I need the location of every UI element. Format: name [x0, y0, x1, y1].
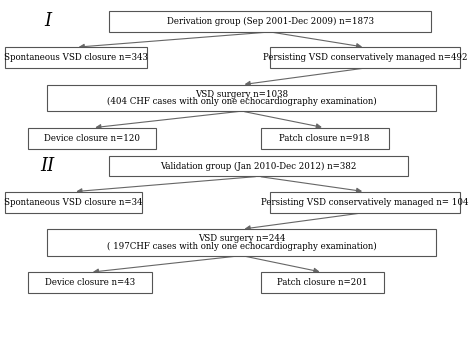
Text: Spontaneous VSD closure n=343: Spontaneous VSD closure n=343 [4, 53, 148, 62]
Bar [47, 85, 436, 111]
Bar [5, 192, 142, 213]
Text: Device closure n=43: Device closure n=43 [45, 278, 135, 287]
Text: VSD surgery n=244: VSD surgery n=244 [198, 234, 285, 243]
Bar [270, 47, 460, 68]
Bar [109, 11, 431, 32]
Text: Persisting VSD conservatively managed n= 104: Persisting VSD conservatively managed n=… [261, 198, 469, 207]
Bar [28, 128, 156, 149]
Bar [5, 47, 147, 68]
Text: Validation group (Jan 2010-Dec 2012) n=382: Validation group (Jan 2010-Dec 2012) n=3… [160, 162, 356, 170]
Text: I: I [44, 12, 51, 31]
Text: (404 CHF cases with only one echocardiography examination): (404 CHF cases with only one echocardiog… [107, 97, 377, 106]
Bar [261, 128, 389, 149]
Text: Patch closure n=201: Patch closure n=201 [277, 278, 367, 287]
Bar [109, 155, 408, 176]
Bar [47, 229, 436, 256]
Text: Spontaneous VSD closure n=34: Spontaneous VSD closure n=34 [4, 198, 143, 207]
Bar [270, 192, 460, 213]
Text: Patch closure n=918: Patch closure n=918 [280, 134, 370, 143]
Bar [261, 272, 384, 293]
Text: Device closure n=120: Device closure n=120 [45, 134, 140, 143]
Text: ( 197CHF cases with only one echocardiography examination): ( 197CHF cases with only one echocardiog… [107, 241, 377, 251]
Text: II: II [40, 157, 55, 175]
Text: VSD surgery n=1038: VSD surgery n=1038 [195, 90, 288, 99]
Bar [28, 272, 152, 293]
Text: Derivation group (Sep 2001-Dec 2009) n=1873: Derivation group (Sep 2001-Dec 2009) n=1… [167, 17, 374, 26]
Text: Persisting VSD conservatively managed n=492: Persisting VSD conservatively managed n=… [263, 53, 467, 62]
